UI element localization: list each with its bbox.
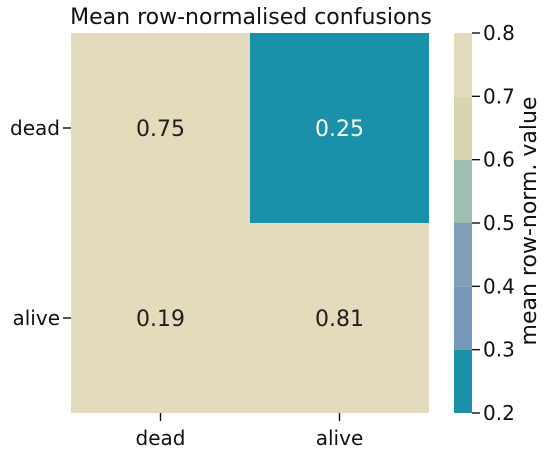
colorbar-axis: 0.2 0.3 0.4 0.5 0.6 0.7 0.8 bbox=[472, 21, 515, 425]
colorbar-band-2 bbox=[454, 223, 472, 287]
heatmap-cell-dead-dead bbox=[71, 33, 250, 223]
colorbar-tick-label-6: 0.8 bbox=[483, 21, 515, 45]
heatmap-cell-alive-dead bbox=[71, 223, 250, 413]
row-tick-label-alive: alive bbox=[12, 306, 60, 330]
colorbar bbox=[454, 33, 472, 413]
heatmap-cell-value-dead-alive: 0.25 bbox=[315, 117, 364, 142]
column-axis: dead alive bbox=[136, 413, 364, 450]
colorbar-band-0 bbox=[454, 349, 472, 413]
heatmap-cell-value-alive-alive: 0.81 bbox=[315, 307, 364, 332]
column-tick-label-alive: alive bbox=[316, 426, 364, 450]
colorbar-band-4 bbox=[454, 96, 472, 160]
heatmap-cell-dead-alive bbox=[250, 33, 429, 223]
row-tick-label-dead: dead bbox=[10, 116, 60, 140]
colorbar-tick-label-4: 0.6 bbox=[483, 148, 515, 172]
chart-title: Mean row-normalised confusions bbox=[70, 5, 432, 30]
colorbar-tick-label-1: 0.3 bbox=[483, 338, 515, 362]
heatmap-cell-value-dead-dead: 0.75 bbox=[136, 117, 185, 142]
row-axis: dead alive bbox=[10, 116, 71, 330]
colorbar-band-5 bbox=[454, 33, 472, 97]
colorbar-tick-label-0: 0.2 bbox=[483, 401, 515, 425]
heatmap-grid: 0.75 0.25 0.19 0.81 bbox=[71, 33, 429, 413]
colorbar-tick-label-2: 0.4 bbox=[483, 274, 515, 298]
heatmap-cell-alive-alive bbox=[250, 223, 429, 413]
colorbar-tick-label-5: 0.7 bbox=[483, 84, 515, 108]
heatmap-cell-value-alive-dead: 0.19 bbox=[136, 307, 185, 332]
colorbar-tick-label-3: 0.5 bbox=[483, 211, 515, 235]
colorbar-band-3 bbox=[454, 159, 472, 223]
colorbar-label: mean row-norm. value bbox=[517, 97, 542, 346]
column-tick-label-dead: dead bbox=[136, 426, 186, 450]
colorbar-band-1 bbox=[454, 286, 472, 350]
